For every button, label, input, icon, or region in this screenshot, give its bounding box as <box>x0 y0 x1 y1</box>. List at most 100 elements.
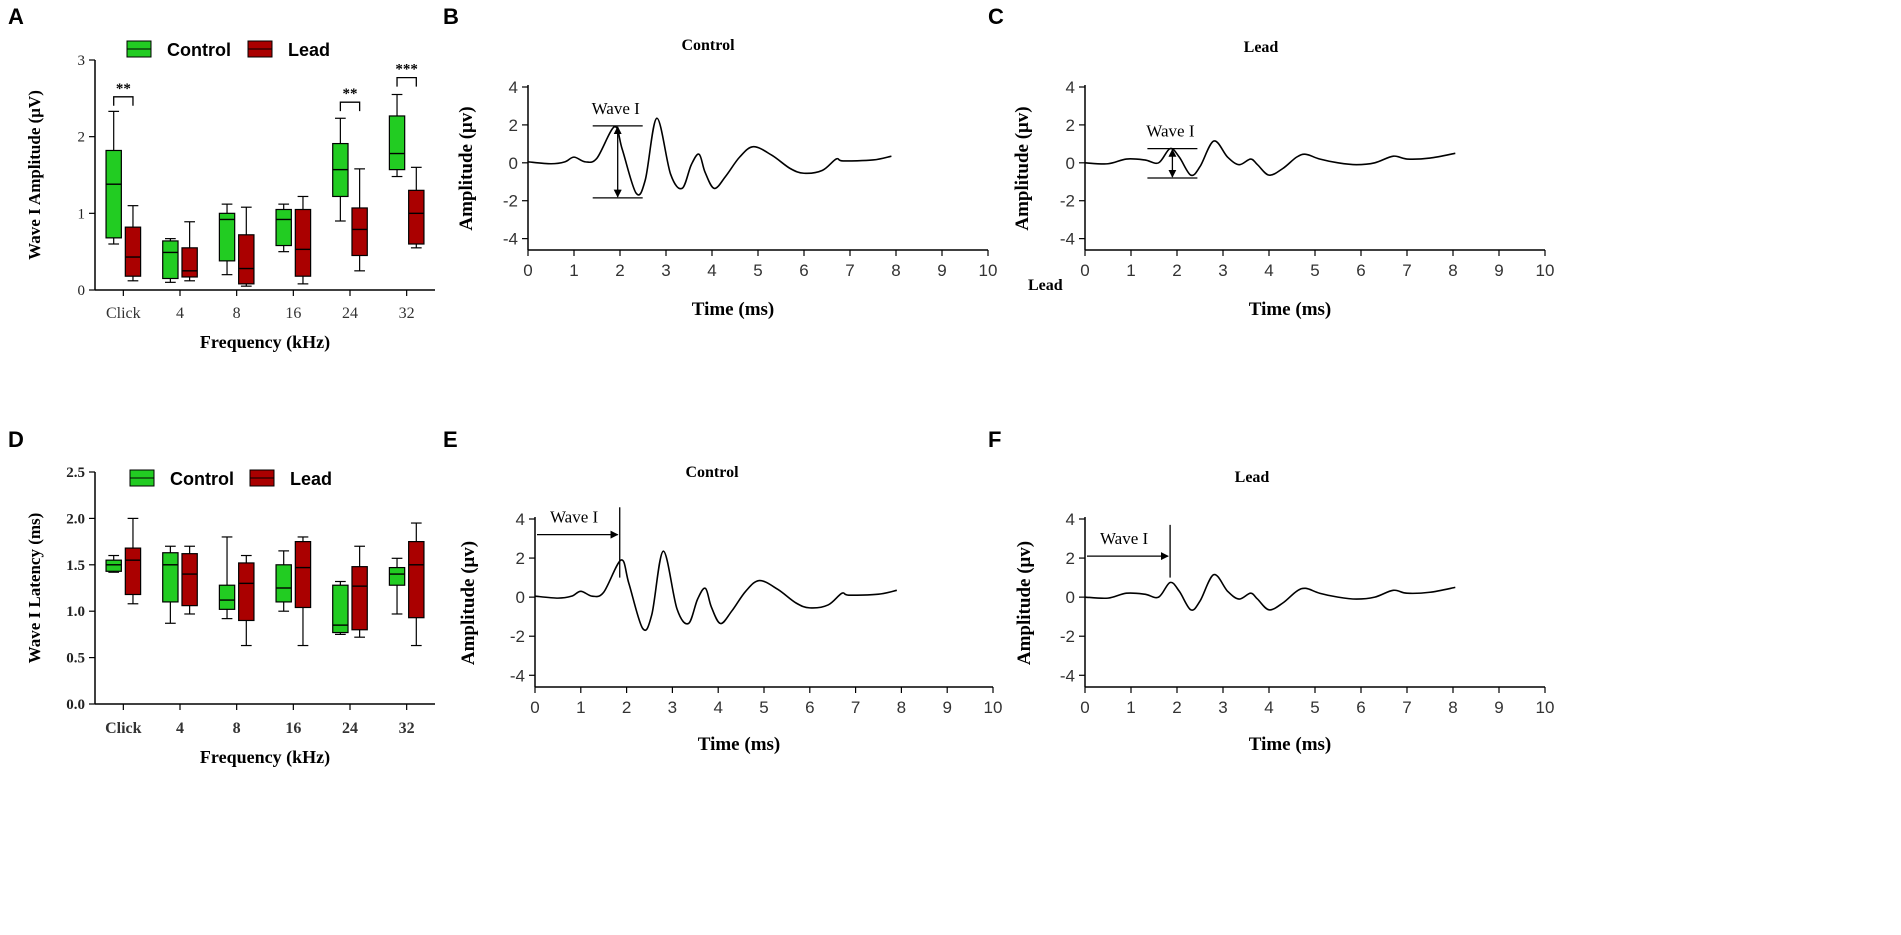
wave-i-label: Wave I <box>550 508 599 527</box>
lead-box-4 <box>351 545 368 638</box>
control-box-4 <box>332 117 349 222</box>
x-tick-label: 9 <box>1494 261 1503 280</box>
y-tick-label: 4 <box>1066 510 1075 529</box>
x-tick-label: 8 <box>1448 698 1457 717</box>
y-tick-label: -4 <box>510 666 525 685</box>
control-box-5 <box>388 557 406 615</box>
panel-letter-c: C <box>988 4 1004 29</box>
box-iqr <box>238 234 255 285</box>
x-tick-label: 4 <box>1264 698 1273 717</box>
box-iqr <box>408 540 425 619</box>
y-tick-label: 1.5 <box>66 558 85 574</box>
x-tick-label: 5 <box>1310 261 1319 280</box>
chart-title: Control <box>681 37 735 54</box>
y-axis-label: Wave I Amplitude (μV) <box>25 90 44 260</box>
x-tick-label: 10 <box>979 261 998 280</box>
x-tick-label: 1 <box>1126 261 1135 280</box>
box-iqr <box>181 247 198 278</box>
x-tick-label: 5 <box>1310 698 1319 717</box>
x-tick-label: 0 <box>530 698 539 717</box>
control-box-0 <box>105 554 122 573</box>
significance-bracket <box>113 96 134 106</box>
chart-title: Lead <box>1235 469 1270 486</box>
lead-box-1 <box>181 221 198 282</box>
panel-d-latency-boxplot: 0.0 0.5 1.0 1.5 2.0 2.5 Click 4 8 16 24 32 Control Le… <box>25 465 435 768</box>
box-iqr <box>124 226 142 277</box>
x-tick-label: Click <box>106 305 141 322</box>
x-tick-label: 2 <box>615 261 624 280</box>
y-tick-label: -2 <box>510 627 525 646</box>
x-tick-label: 3 <box>661 261 670 280</box>
y-tick-label: -2 <box>1060 627 1075 646</box>
x-tick-label: 8 <box>1448 261 1457 280</box>
box-iqr <box>181 553 198 607</box>
lead-box-5 <box>408 522 425 647</box>
x-tick-label: 1 <box>576 698 585 717</box>
lead-box-3 <box>294 195 312 285</box>
y-tick-label: 0.0 <box>66 697 85 713</box>
box-iqr <box>218 584 236 610</box>
lead-box-0 <box>124 205 142 282</box>
x-tick-label: 6 <box>1356 261 1365 280</box>
y-tick-label: -2 <box>1060 192 1075 211</box>
significance-bracket <box>396 76 417 87</box>
box-iqr <box>294 540 312 609</box>
box-iqr <box>351 566 368 631</box>
lead-box-1 <box>181 545 198 615</box>
x-tick-label: 4 <box>176 305 184 322</box>
lead-box-3 <box>294 536 312 647</box>
x-axis-label: Frequency (kHz) <box>200 747 330 768</box>
y-axis-label: Amplitude (μv) <box>458 541 479 665</box>
x-tick-label: 0 <box>1080 698 1089 717</box>
significance-bracket <box>339 101 361 112</box>
y-tick-label: 2 <box>1066 549 1075 568</box>
lead-box-2 <box>238 554 255 647</box>
y-axis-label: Amplitude (μv) <box>1012 106 1033 230</box>
panel-b-control-amplitude-trace: Control -4 -2 0 2 4 0 1 2 3 4 5 6 7 8 9 10 Time (ms) Ampli… <box>456 37 997 320</box>
y-axis-label: Amplitude (μv) <box>1014 541 1035 665</box>
y-tick-label: 0.5 <box>66 651 85 667</box>
abr-waveform-trace <box>527 117 892 196</box>
box-iqr <box>351 207 368 257</box>
lead-box-0 <box>124 517 142 605</box>
control-box-1 <box>162 545 179 624</box>
control-box-2 <box>218 203 236 276</box>
x-tick-label: 1 <box>1126 698 1135 717</box>
y-tick-label: -4 <box>503 230 518 249</box>
x-tick-label: 7 <box>1402 698 1411 717</box>
x-tick-label: 1 <box>569 261 578 280</box>
box-iqr <box>294 208 312 277</box>
abr-waveform-trace <box>534 550 897 632</box>
stray-lead-label: Lead <box>1028 277 1063 294</box>
legend-label-control: Control <box>170 469 234 489</box>
panel-f-lead-latency-trace: Lead -4 -2 0 2 4 0 1 2 3 4 5 6 7 8 9 10 Time (ms) Amplitud… <box>1014 469 1554 755</box>
box-iqr <box>124 547 142 596</box>
x-tick-label: 32 <box>399 305 415 322</box>
x-tick-label: 9 <box>937 261 946 280</box>
y-tick-label: 2 <box>516 549 525 568</box>
significance-label: *** <box>395 62 418 78</box>
y-tick-label: 1.0 <box>66 604 85 620</box>
lead-box-4 <box>351 168 368 272</box>
control-box-3 <box>275 203 292 253</box>
y-tick-label: 2.0 <box>66 511 85 527</box>
x-tick-label: 10 <box>1536 261 1555 280</box>
x-tick-label: Click <box>105 720 142 737</box>
y-tick-label: 0 <box>516 588 525 607</box>
x-axis-label: Time (ms) <box>1249 734 1332 755</box>
y-tick-label: 4 <box>509 78 518 97</box>
x-tick-label: 5 <box>753 261 762 280</box>
y-tick-label: 0 <box>1066 588 1075 607</box>
box-iqr <box>408 189 425 245</box>
x-tick-label: 32 <box>399 720 415 737</box>
x-axis-label: Time (ms) <box>1249 299 1332 320</box>
panel-e-control-latency-trace: Control -4 -2 0 2 4 0 1 2 3 4 5 6 7 8 9 10 Time (ms) Ampli… <box>458 464 1002 755</box>
x-tick-label: 9 <box>1494 698 1503 717</box>
y-axis-label: Wave I Latency (ms) <box>25 513 44 664</box>
x-tick-label: 24 <box>342 720 358 737</box>
x-tick-label: 7 <box>845 261 854 280</box>
wave-i-label: Wave I <box>1146 122 1195 141</box>
box-iqr <box>388 566 406 586</box>
y-tick-label: 2.5 <box>66 465 85 481</box>
